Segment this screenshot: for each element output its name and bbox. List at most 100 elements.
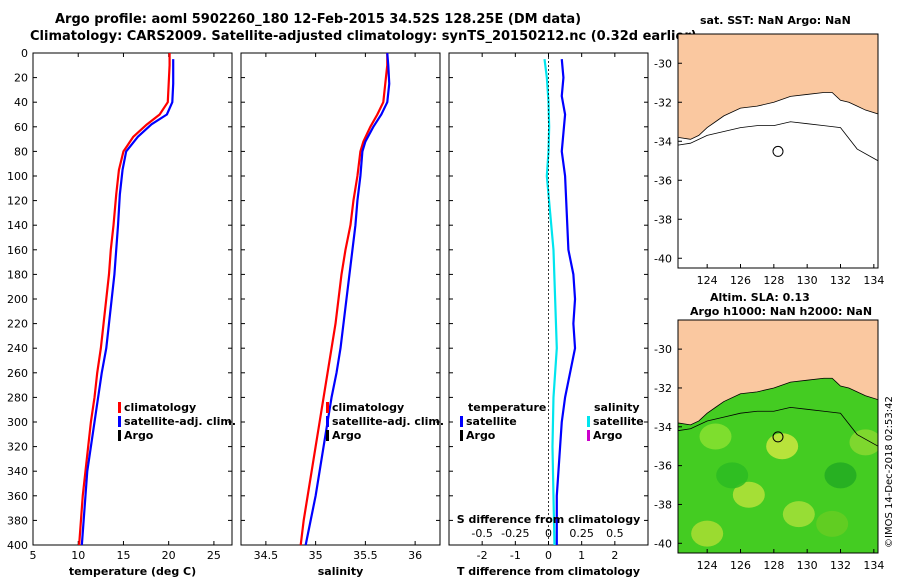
- sla-map-title-line2: Argo h1000: NaN h2000: NaN: [690, 305, 873, 318]
- legend-swatch: [118, 402, 121, 413]
- xtick-label-temperature: 25: [207, 549, 221, 562]
- sla-map-title-line1: Altim. SLA: 0.13: [710, 291, 810, 304]
- ytick-label: 400: [7, 539, 28, 552]
- ytick-label: 340: [7, 465, 28, 478]
- page-title-line2: Climatology: CARS2009. Satellite-adjuste…: [30, 29, 697, 44]
- ytick-label: 60: [14, 121, 28, 134]
- map-field-blob: [824, 462, 857, 489]
- ytick-label: 40: [14, 96, 28, 109]
- ytick-label: 120: [7, 195, 28, 208]
- ytick-label: 80: [14, 145, 28, 158]
- series-line-salinity: [304, 52, 391, 546]
- map-lat-label: -32: [654, 382, 672, 395]
- map-lon-label: 126: [730, 559, 751, 572]
- map-field-blob: [732, 481, 765, 508]
- top-xtick-label: 0: [545, 527, 552, 540]
- map-shelf-contour: [678, 121, 878, 162]
- argo-position-marker: [772, 431, 784, 443]
- xtick-label-salinity: 35.5: [353, 549, 378, 562]
- map-lon-label: 124: [697, 274, 718, 287]
- map-lon-label: 132: [830, 559, 851, 572]
- xtick-label-salinity: 36: [408, 549, 422, 562]
- map-field-blob: [816, 510, 849, 537]
- xtick-label-difference: 0: [545, 549, 552, 562]
- map-lat-label: -36: [654, 460, 672, 473]
- xaxis-label-temperature: temperature (deg C): [69, 565, 196, 578]
- map-lat-label: -30: [654, 57, 672, 70]
- map-lon-label: 130: [797, 274, 818, 287]
- map-lat-label: -40: [654, 252, 672, 265]
- ytick-label: 140: [7, 219, 28, 232]
- map-land: [678, 34, 878, 140]
- legend-label: satellite-adj. clim.: [124, 415, 236, 428]
- map-lat-label: -38: [654, 498, 672, 511]
- series-line-temperature: [78, 53, 171, 546]
- argo-position-marker: [772, 145, 784, 157]
- map-field-blob: [716, 462, 749, 489]
- profile-plots: 0204060801001201401601802002202402602803…: [7, 47, 649, 578]
- ytick-label: 160: [7, 244, 28, 257]
- map-lat-label: -32: [654, 96, 672, 109]
- map-field-blob: [782, 501, 815, 528]
- ytick-label: 380: [7, 514, 28, 527]
- map-field-blob: [849, 429, 878, 456]
- legend-label: Argo: [593, 429, 623, 442]
- top-axis-label: S difference from climatology: [457, 513, 641, 526]
- legend-swatch: [460, 430, 463, 441]
- legend-title-temperature: temperature: [468, 401, 546, 414]
- xtick-label-difference: -2: [477, 549, 488, 562]
- credit-label: ©IMOS 14-Dec-2018 02:53:42: [884, 396, 895, 548]
- map-field-blob: [699, 423, 732, 450]
- xtick-label-salinity: 34.5: [254, 549, 279, 562]
- xtick-label-temperature: 5: [30, 549, 37, 562]
- map-lat-label: -34: [654, 135, 672, 148]
- legend-label: satellite-adj. clim.: [332, 415, 444, 428]
- xtick-label-temperature: 20: [162, 549, 176, 562]
- ytick-label: 360: [7, 490, 28, 503]
- map-frame-sst: [677, 33, 879, 269]
- map-lon-label: 132: [830, 274, 851, 287]
- legend-label: climatology: [124, 401, 196, 414]
- xtick-label-salinity: 35: [309, 549, 323, 562]
- legend-label: Argo: [124, 429, 154, 442]
- legend-swatch: [326, 402, 329, 413]
- map-lat-label: -34: [654, 421, 672, 434]
- ytick-label: 0: [21, 47, 28, 60]
- series-line-difference: [555, 59, 577, 545]
- ytick-label: 240: [7, 342, 28, 355]
- legend-label: satellite: [593, 415, 644, 428]
- top-xtick-label: 0.25: [569, 527, 594, 540]
- map-land: [678, 320, 878, 426]
- xtick-label-temperature: 10: [71, 549, 85, 562]
- ytick-label: 300: [7, 416, 28, 429]
- xtick-label-temperature: 15: [116, 549, 130, 562]
- map-field-blob: [766, 433, 799, 460]
- map-lat-label: -40: [654, 537, 672, 550]
- xtick-label-difference: 1: [578, 549, 585, 562]
- legend-label: satellite: [466, 415, 517, 428]
- map-lon-label: 130: [797, 559, 818, 572]
- legend-swatch: [460, 416, 463, 427]
- legend-label: Argo: [332, 429, 362, 442]
- top-xtick-label: -0.25: [501, 527, 529, 540]
- xtick-label-difference: 2: [611, 549, 618, 562]
- ytick-label: 260: [7, 367, 28, 380]
- map-lat-label: -38: [654, 213, 672, 226]
- legend-swatch: [326, 430, 329, 441]
- ytick-label: 280: [7, 391, 28, 404]
- series-line-temperature: [80, 59, 175, 546]
- ytick-label: 20: [14, 72, 28, 85]
- xaxis-label-difference: T difference from climatology: [457, 565, 640, 578]
- legend-swatch: [118, 416, 121, 427]
- top-xtick-label: -0.5: [471, 527, 492, 540]
- xtick-label-difference: -1: [510, 549, 521, 562]
- sst-map-title: sat. SST: NaN Argo: NaN: [700, 14, 851, 27]
- maps: -30 -32 -34 -36 -38 -40 124 126 128 130 132 134 -30 -…: [654, 33, 884, 572]
- map-shelf-contour: [678, 406, 878, 447]
- top-xtick-label: 0.5: [606, 527, 624, 540]
- legend-title-salinity: salinity: [594, 401, 640, 414]
- map-lon-label: 124: [697, 559, 718, 572]
- legend-swatch: [587, 430, 590, 441]
- ytick-label: 220: [7, 318, 28, 331]
- map-lon-label: 134: [863, 274, 884, 287]
